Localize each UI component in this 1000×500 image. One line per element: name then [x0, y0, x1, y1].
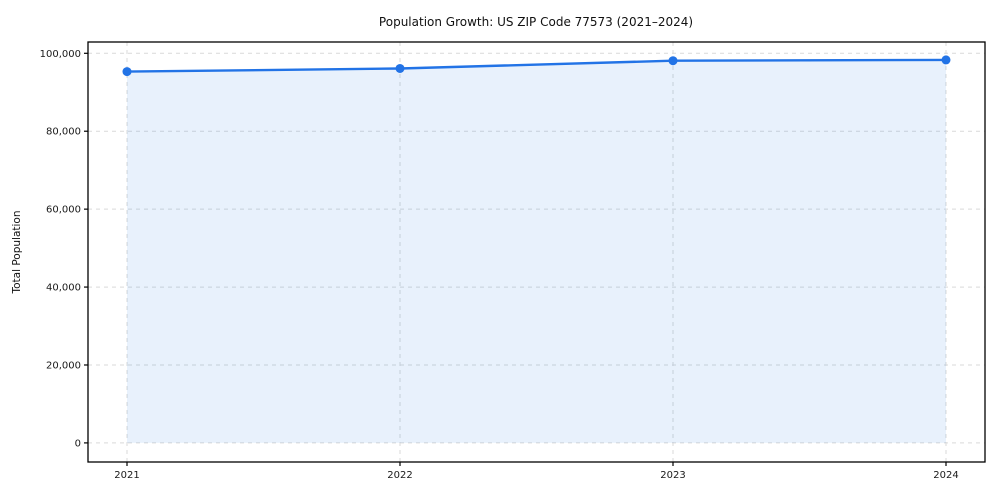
y-tick-label: 100,000 [40, 49, 81, 60]
x-tick-label: 2024 [933, 470, 958, 481]
data-point-marker [668, 56, 678, 66]
series-line [125, 58, 948, 73]
axes-frame [87, 41, 986, 463]
x-tick-label: 2023 [660, 470, 685, 481]
plot-area [88, 42, 985, 462]
y-axis-label: Total Population [11, 210, 23, 294]
data-point-marker [941, 55, 951, 65]
y-tick-label: 80,000 [46, 127, 81, 138]
data-point-marker [395, 63, 405, 73]
chart-title: Population Growth: US ZIP Code 77573 (20… [379, 15, 693, 29]
y-tick-label: 60,000 [46, 205, 81, 216]
x-tick-label: 2022 [387, 470, 412, 481]
y-tick-label: 0 [75, 438, 81, 449]
data-point-marker [122, 67, 132, 77]
y-tick-label: 20,000 [46, 360, 81, 371]
x-tick-label: 2021 [114, 470, 139, 481]
plot-generated-content: 0 20,000 40,000 60,000 80,000 100,000 2021 2022… [40, 41, 986, 481]
y-tick-label: 40,000 [46, 283, 81, 294]
area-fill [127, 59, 946, 443]
